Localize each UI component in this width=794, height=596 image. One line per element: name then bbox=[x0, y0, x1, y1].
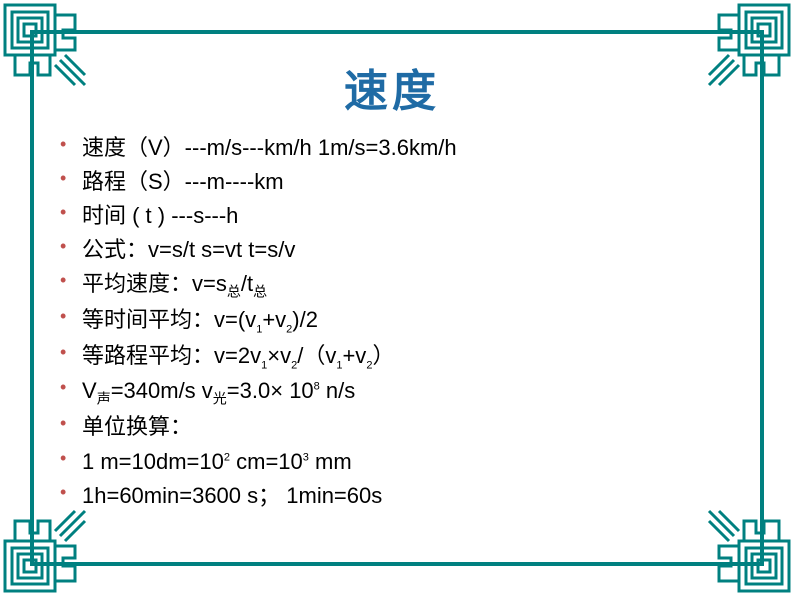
text: mm bbox=[309, 449, 352, 474]
list-item: 平均速度：v=s总/t总 bbox=[60, 267, 734, 303]
text: 等路程平均：v=2v bbox=[82, 343, 261, 368]
subscript: 总 bbox=[227, 284, 241, 300]
text: ） bbox=[372, 343, 394, 368]
text: +v bbox=[262, 307, 286, 332]
text: +v bbox=[342, 343, 366, 368]
text: )/2 bbox=[292, 307, 318, 332]
text: cm=10 bbox=[230, 449, 303, 474]
subscript: 光 bbox=[213, 391, 227, 407]
text: 1 m=10dm=10 bbox=[82, 449, 224, 474]
border-left bbox=[30, 30, 34, 566]
list-item: 路程（S）---m----km bbox=[60, 165, 734, 199]
border-bottom bbox=[30, 562, 764, 566]
list-item: 1h=60min=3600 s； 1min=60s bbox=[60, 479, 734, 513]
text: n/s bbox=[320, 378, 355, 403]
list-item: 公式：v=s/t s=vt t=s/v bbox=[60, 233, 734, 267]
list-item: 等路程平均：v=2v1×v2/（v1+v2） bbox=[60, 339, 734, 374]
content-area: 速度 速度（V）---m/s---km/h 1m/s=3.6km/h 路程（S）… bbox=[50, 55, 734, 546]
bullet-list: 速度（V）---m/s---km/h 1m/s=3.6km/h 路程（S）---… bbox=[50, 131, 734, 513]
list-item: 单位换算： bbox=[60, 410, 734, 444]
text: =3.0× 10 bbox=[227, 378, 314, 403]
list-item: 时间 ( t ) ---s---h bbox=[60, 199, 734, 233]
list-item: V声=340m/s v光=3.0× 108 n/s bbox=[60, 374, 734, 410]
list-item: 1 m=10dm=102 cm=103 mm bbox=[60, 445, 734, 479]
border-right bbox=[760, 30, 764, 566]
text: /t bbox=[241, 271, 253, 296]
text: 等时间平均：v=(v bbox=[82, 307, 256, 332]
page-title: 速度 bbox=[50, 55, 734, 119]
text: V bbox=[82, 378, 97, 403]
list-item: 等时间平均：v=(v1+v2)/2 bbox=[60, 303, 734, 338]
border-top bbox=[30, 30, 764, 34]
list-item: 速度（V）---m/s---km/h 1m/s=3.6km/h bbox=[60, 131, 734, 165]
text: 平均速度：v=s bbox=[82, 271, 227, 296]
text: ×v bbox=[267, 343, 291, 368]
subscript: 总 bbox=[253, 284, 267, 300]
subscript: 声 bbox=[97, 391, 111, 407]
text: =340m/s v bbox=[111, 378, 213, 403]
text: /（v bbox=[297, 343, 336, 368]
